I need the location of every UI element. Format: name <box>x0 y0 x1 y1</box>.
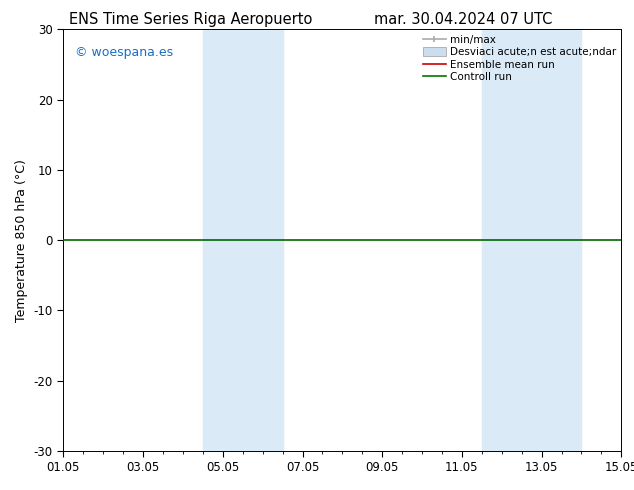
Text: © woespana.es: © woespana.es <box>75 46 172 59</box>
Bar <box>203 29 283 451</box>
Legend: min/max, Desviaci acute;n est acute;ndar, Ensemble mean run, Controll run: min/max, Desviaci acute;n est acute;ndar… <box>421 32 618 84</box>
Bar <box>482 29 581 451</box>
Y-axis label: Temperature 850 hPa (°C): Temperature 850 hPa (°C) <box>15 159 28 321</box>
Text: ENS Time Series Riga Aeropuerto: ENS Time Series Riga Aeropuerto <box>68 12 312 27</box>
Text: mar. 30.04.2024 07 UTC: mar. 30.04.2024 07 UTC <box>373 12 552 27</box>
